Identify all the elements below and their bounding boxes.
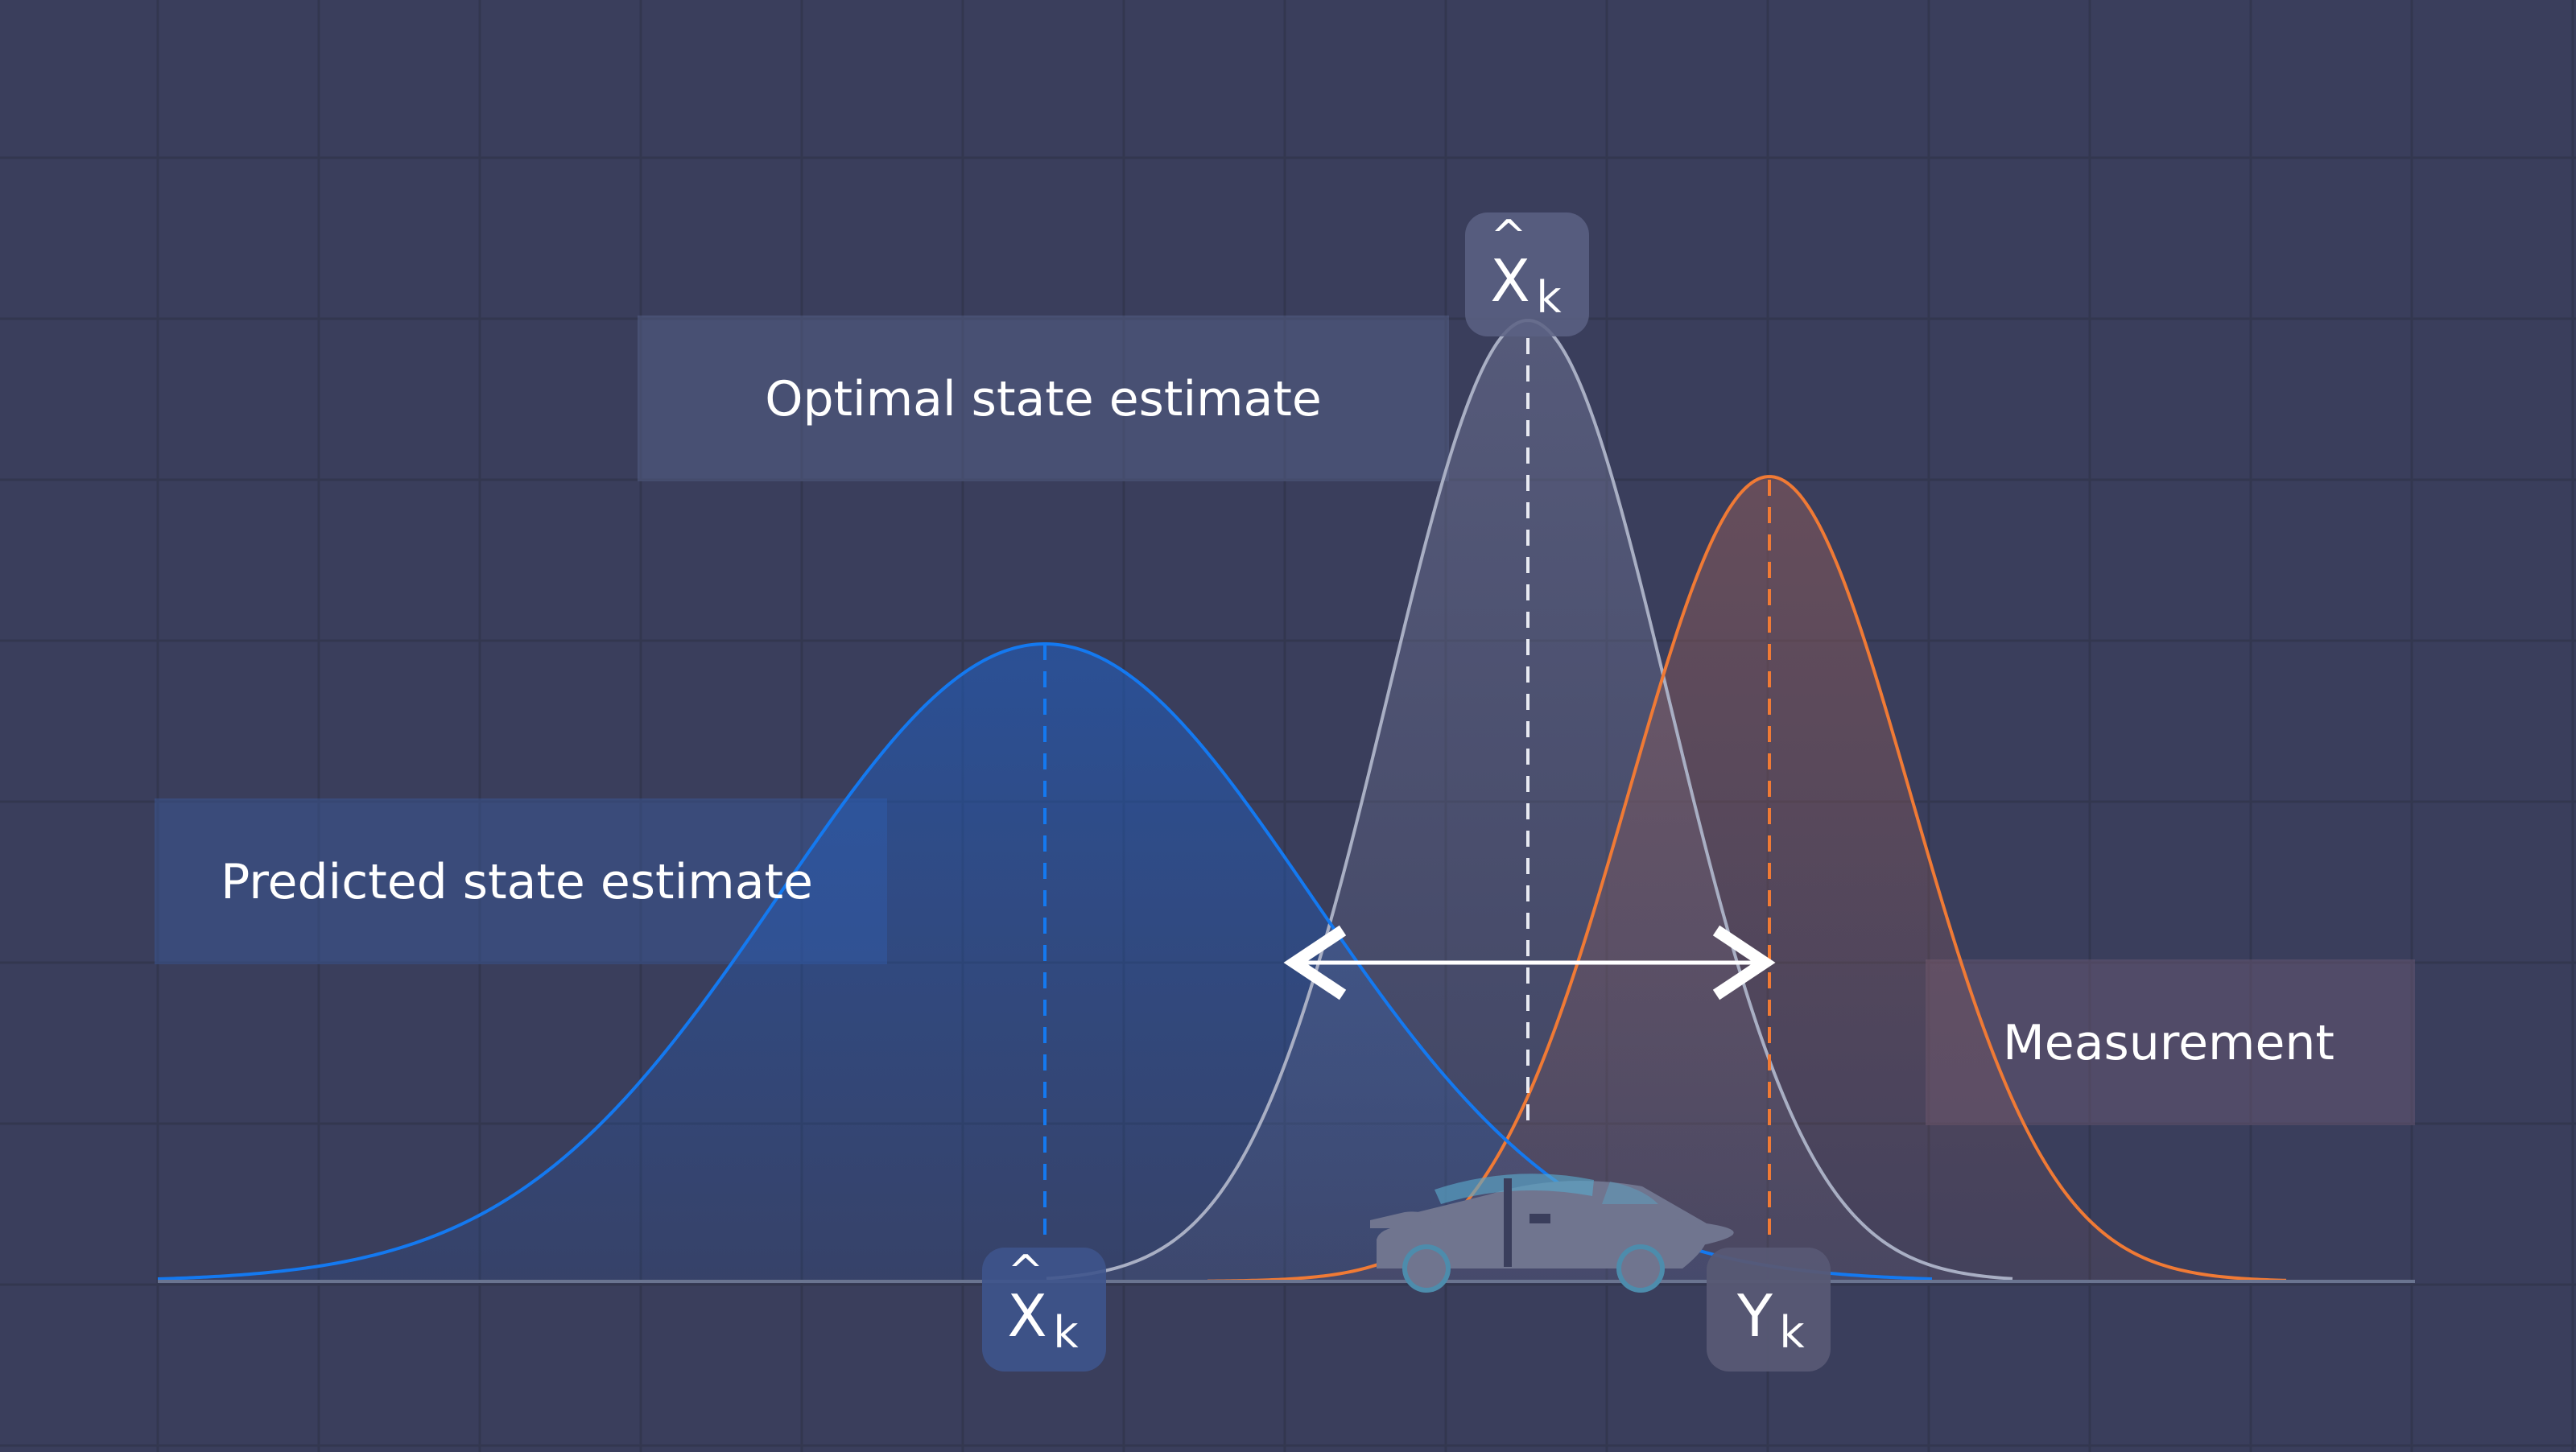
measurement-label: Measurement	[2003, 1015, 2334, 1071]
predicted-label: Predicted state estimate	[221, 854, 813, 910]
optimal-label-box	[638, 316, 1449, 481]
optimal-label: Optimal state estimate	[765, 371, 1322, 427]
symbol-subscript: k	[1779, 1307, 1805, 1358]
symbol-main: X	[1007, 1282, 1046, 1350]
predicted-distribution-fill	[158, 644, 1932, 1281]
optimal-symbol-badge: ^ X k	[1465, 211, 1589, 336]
symbol-subscript: k	[1536, 272, 1562, 323]
predicted-symbol-badge: ^ X k	[982, 1246, 1106, 1372]
symbol-main: X	[1490, 247, 1530, 315]
symbol-subscript: k	[1053, 1307, 1079, 1358]
measurement-distribution-fill	[1208, 476, 2286, 1281]
symbol-main: Y	[1736, 1282, 1773, 1350]
measurement-symbol-badge: Y k	[1707, 1248, 1831, 1372]
car-icon	[1370, 1174, 1734, 1293]
optimal-distribution-fill	[1046, 320, 2013, 1282]
hat-mark: ^	[1007, 1246, 1043, 1297]
hat-mark: ^	[1490, 211, 1526, 262]
